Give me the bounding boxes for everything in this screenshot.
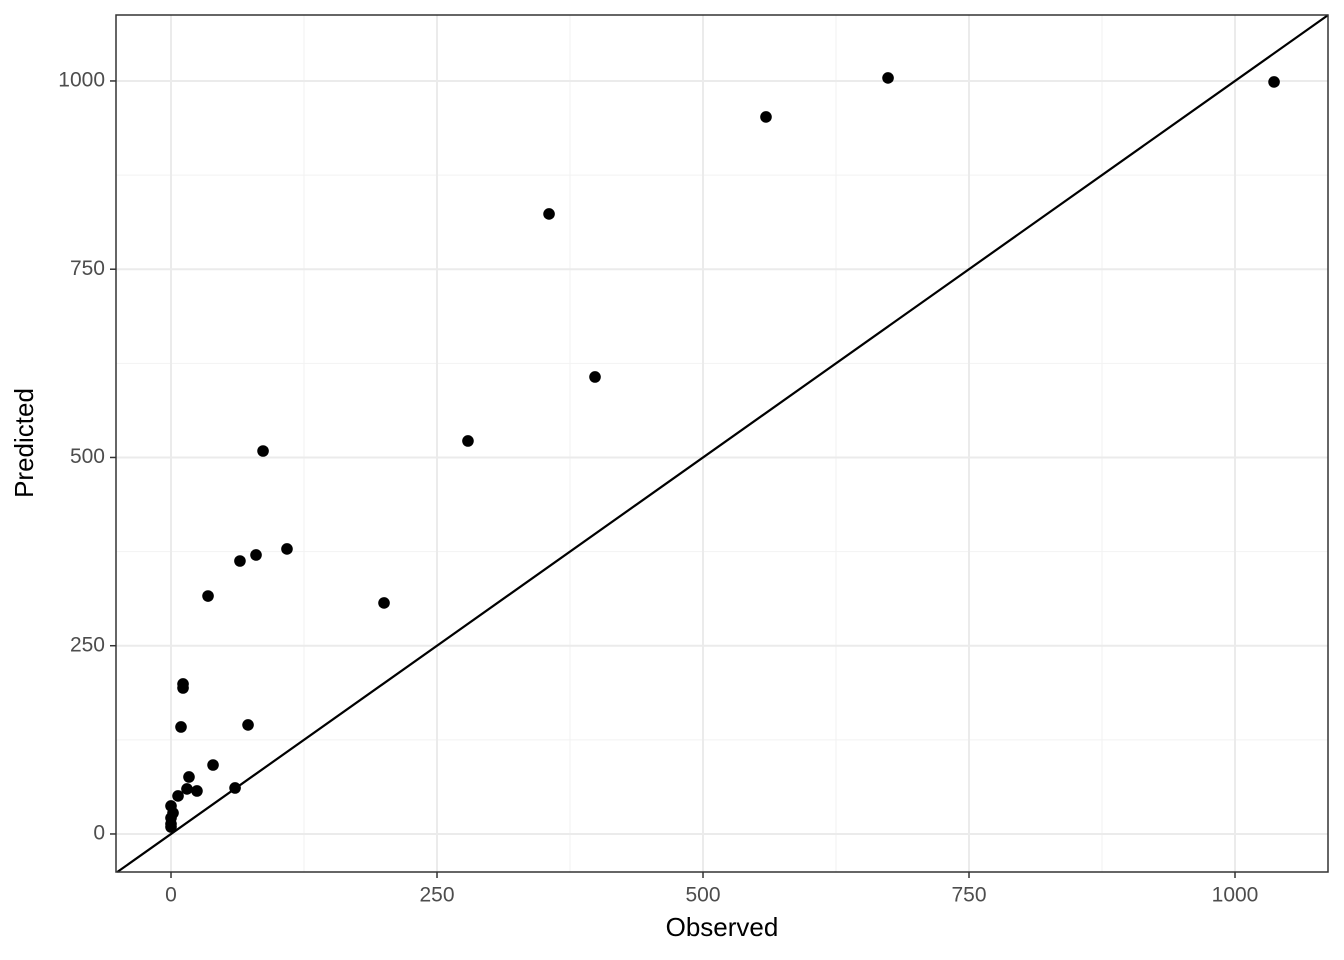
point — [172, 790, 184, 802]
point — [207, 759, 219, 771]
x-tick-label: 250 — [419, 884, 454, 907]
point — [250, 549, 262, 561]
point — [234, 555, 246, 567]
point — [165, 821, 177, 833]
y-tick-label: 750 — [70, 257, 105, 280]
x-axis-label: Observed — [666, 912, 779, 942]
point — [183, 771, 195, 783]
x-tick-label: 1000 — [1212, 884, 1259, 907]
point — [181, 783, 193, 795]
y-tick-label: 250 — [70, 633, 105, 656]
point — [281, 543, 293, 555]
y-axis-label: Predicted — [9, 388, 39, 498]
point — [177, 682, 189, 694]
y-tick-label: 0 — [93, 822, 105, 845]
point — [202, 590, 214, 602]
x-tick-label: 500 — [685, 884, 720, 907]
identity-line — [116, 14, 1329, 873]
point — [589, 371, 601, 383]
point — [175, 721, 187, 733]
panel-border — [115, 14, 1329, 873]
point — [543, 208, 555, 220]
point — [1268, 76, 1280, 88]
x-tick-label: 0 — [165, 884, 177, 907]
x-tick-label: 750 — [951, 884, 986, 907]
point — [229, 782, 241, 794]
point — [257, 445, 269, 457]
point — [882, 72, 894, 84]
point — [242, 719, 254, 731]
y-tick-label: 500 — [70, 445, 105, 468]
point — [378, 597, 390, 609]
point — [462, 435, 474, 447]
y-tick-label: 1000 — [58, 69, 105, 92]
point — [191, 785, 203, 797]
point — [760, 111, 772, 123]
